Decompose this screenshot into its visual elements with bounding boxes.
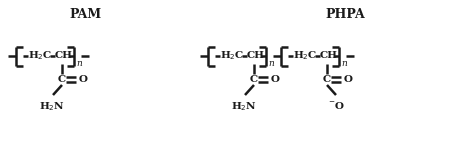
Text: O: O bbox=[271, 74, 280, 84]
Text: O: O bbox=[79, 74, 88, 84]
Text: CH: CH bbox=[247, 52, 265, 60]
Text: PAM: PAM bbox=[69, 7, 101, 20]
Text: C: C bbox=[58, 74, 66, 84]
Text: H$_2$C: H$_2$C bbox=[28, 50, 53, 62]
Text: H$_2$C: H$_2$C bbox=[293, 50, 318, 62]
Text: H$_2$C: H$_2$C bbox=[220, 50, 245, 62]
Text: C: C bbox=[323, 74, 331, 84]
Text: $^{-}$O: $^{-}$O bbox=[328, 100, 345, 111]
Text: PHPA: PHPA bbox=[325, 7, 365, 20]
Text: H$_2$N: H$_2$N bbox=[231, 100, 257, 113]
Text: C: C bbox=[250, 74, 258, 84]
Text: CH: CH bbox=[55, 52, 73, 60]
Text: n: n bbox=[76, 58, 82, 68]
Text: H$_2$N: H$_2$N bbox=[39, 100, 65, 113]
Text: CH: CH bbox=[320, 52, 338, 60]
Text: n: n bbox=[341, 58, 347, 68]
Text: O: O bbox=[344, 74, 353, 84]
Text: n: n bbox=[268, 58, 274, 68]
